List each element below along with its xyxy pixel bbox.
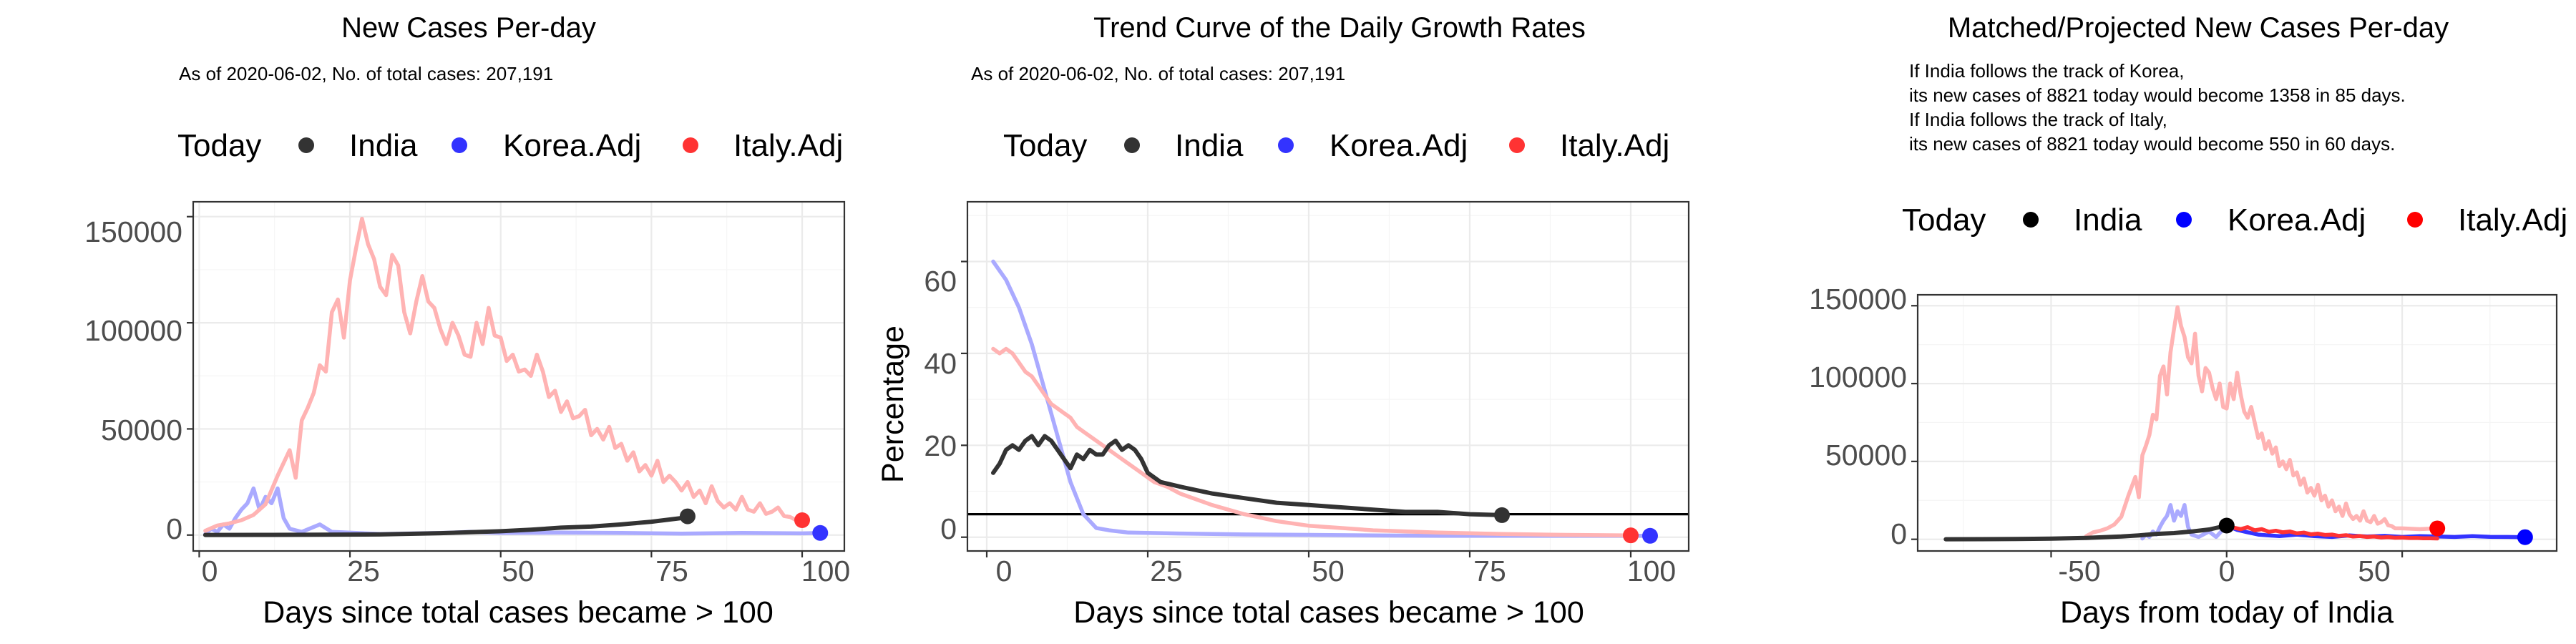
x-tick-label: 75: [1473, 555, 1506, 587]
today-point-india: [680, 509, 696, 525]
x-tick-label: 0: [2219, 555, 2235, 587]
legend-title: Today: [177, 128, 261, 163]
today-point-korea-adj: [2517, 530, 2533, 545]
x-tick-label: -50: [2058, 555, 2100, 587]
today-point-india: [2219, 517, 2235, 533]
legend-key-italy: [2407, 212, 2423, 228]
y-tick-label: 20: [924, 429, 957, 462]
legend-label-korea: Korea.Adj: [503, 128, 641, 163]
legend: Today India Korea.Adj Italy.Adj: [1902, 203, 2567, 238]
legend-label-korea: Korea.Adj: [2228, 203, 2366, 238]
today-point-italy-adj: [794, 512, 810, 528]
x-axis-label: Days since total cases became > 100: [263, 595, 773, 630]
x-axis: -50 0 50 Days from today of India: [2058, 555, 2394, 630]
chart-panel-projected: Matched/Projected New Cases Per-day If I…: [1809, 12, 2567, 630]
y-tick-label: 60: [924, 265, 957, 298]
chart-title: Matched/Projected New Cases Per-day: [1948, 12, 2449, 44]
y-tick-label: 50000: [1825, 439, 1907, 472]
legend-title: Today: [1003, 128, 1087, 163]
today-point-italy-adj: [1623, 527, 1639, 543]
x-tick-label: 75: [655, 555, 688, 587]
legend-key-italy: [683, 137, 698, 153]
x-tick-label: 0: [202, 555, 218, 587]
legend-label-india: India: [2074, 203, 2142, 238]
projection-notes: If India follows the track of Korea, its…: [1909, 60, 2406, 155]
legend-title: Today: [1902, 203, 1986, 238]
legend-key-korea: [452, 137, 467, 153]
projection-note: If India follows the track of Italy,: [1909, 109, 2167, 130]
x-tick-label: 50: [502, 555, 535, 587]
legend-label-india: India: [349, 128, 418, 163]
x-axis-label: Days since total cases became > 100: [1073, 595, 1584, 630]
x-tick-label: 50: [1312, 555, 1345, 587]
projection-note: its new cases of 8821 today would become…: [1909, 84, 2406, 106]
x-axis: 0 25 50 75 100 Days since total cases be…: [996, 555, 1677, 630]
chart-title: Trend Curve of the Daily Growth Rates: [1093, 12, 1586, 44]
y-tick-label: 40: [924, 347, 957, 380]
projection-note: its new cases of 8821 today would become…: [1909, 133, 2395, 155]
legend: Today India Korea.Adj Italy.Adj: [177, 128, 843, 163]
legend-key-india: [298, 137, 314, 153]
y-tick-label: 100000: [1809, 361, 1907, 394]
y-tick-label: 0: [166, 512, 182, 545]
plot-background: [193, 202, 844, 551]
chart-subtitle: As of 2020-06-02, No. of total cases: 20…: [179, 63, 553, 84]
x-tick-label: 100: [1627, 555, 1676, 587]
legend-label-italy: Italy.Adj: [1560, 128, 1669, 163]
plot-area: [1911, 295, 2557, 557]
y-tick-label: 150000: [84, 215, 182, 248]
chart-title: New Cases Per-day: [341, 12, 596, 44]
legend-label-korea: Korea.Adj: [1330, 128, 1468, 163]
x-tick-label: 0: [996, 555, 1013, 587]
y-axis: 0 50000 100000 150000: [84, 215, 182, 545]
y-tick-label: 0: [940, 512, 957, 545]
today-point-korea-adj: [1642, 528, 1658, 544]
projection-note: If India follows the track of Korea,: [1909, 60, 2184, 82]
y-axis: 0 50000 100000 150000: [1809, 283, 1907, 550]
legend: Today India Korea.Adj Italy.Adj: [1003, 128, 1669, 163]
legend-key-india: [2023, 212, 2039, 228]
today-point-italy-adj: [2429, 520, 2445, 536]
chart-panel-growth-rates: Trend Curve of the Daily Growth Rates As…: [876, 12, 1689, 630]
y-axis-label: Percentage: [876, 326, 910, 483]
x-tick-label: 25: [1150, 555, 1183, 587]
y-tick-label: 150000: [1809, 283, 1907, 316]
legend-key-india: [1124, 137, 1140, 153]
x-axis: 0 25 50 75 100 Days since total cases be…: [202, 555, 851, 630]
x-tick-label: 25: [347, 555, 380, 587]
legend-key-korea: [1278, 137, 1294, 153]
legend-label-italy: Italy.Adj: [733, 128, 843, 163]
x-axis-label: Days from today of India: [2060, 595, 2394, 630]
today-point-korea-adj: [812, 525, 828, 541]
legend-key-korea: [2176, 212, 2192, 228]
today-point-india: [1494, 507, 1510, 523]
y-tick-label: 50000: [101, 414, 182, 447]
plot-area: [187, 202, 844, 557]
y-axis: 0 20 40 60 Percentage: [876, 265, 957, 545]
y-tick-label: 0: [1890, 517, 1907, 550]
legend-key-italy: [1509, 137, 1525, 153]
legend-label-italy: Italy.Adj: [2458, 203, 2567, 238]
y-tick-label: 100000: [84, 314, 182, 347]
chart-panel-new-cases: New Cases Per-day As of 2020-06-02, No. …: [84, 12, 850, 630]
plot-area: [961, 202, 1689, 557]
legend-label-india: India: [1175, 128, 1244, 163]
chart-subtitle: As of 2020-06-02, No. of total cases: 20…: [971, 63, 1345, 84]
x-tick-label: 100: [801, 555, 850, 587]
x-tick-label: 50: [2358, 555, 2391, 587]
